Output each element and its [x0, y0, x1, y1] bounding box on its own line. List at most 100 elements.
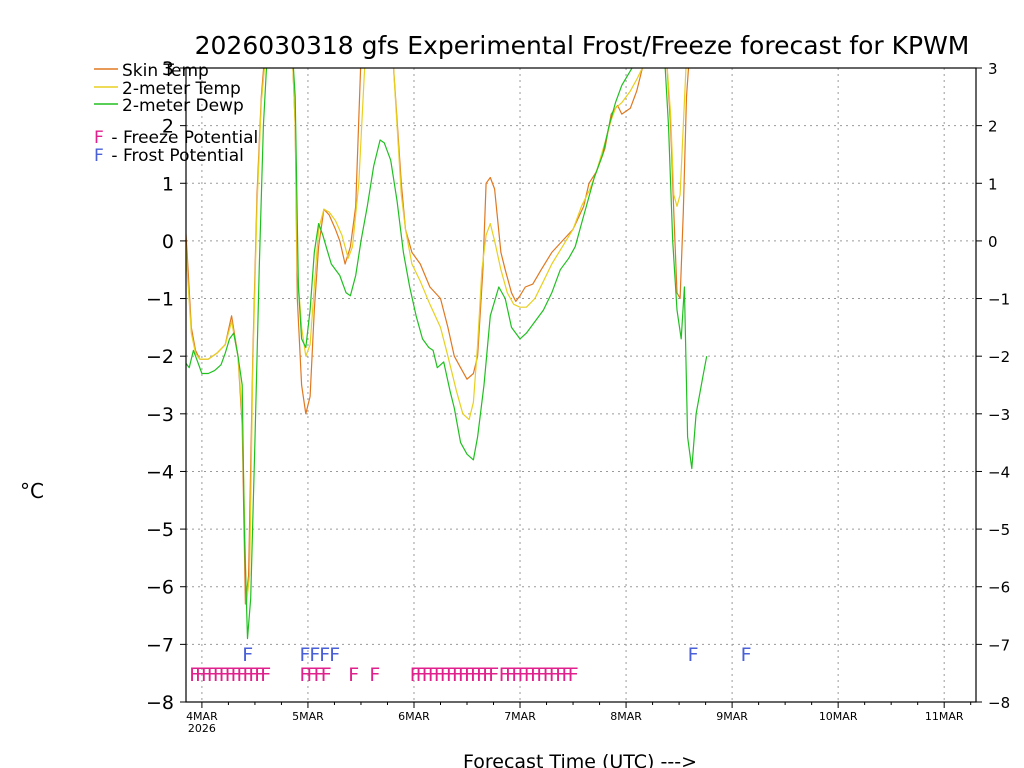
frost-potential-mark: F [741, 644, 752, 666]
freeze-potential-mark: F [219, 664, 230, 686]
y-tick-label-right: 3 [988, 60, 998, 78]
legend-label-skin-temp: Skin Temp [122, 61, 209, 81]
y-tick-label-right: 0 [988, 233, 998, 251]
y-tick-label-left: −4 [146, 461, 174, 483]
freeze-potential-mark: F [207, 664, 218, 686]
freeze-potential-mark: F [511, 664, 522, 686]
y-tick-label-right: −7 [988, 636, 1010, 654]
y-tick-label-left: −8 [146, 692, 174, 714]
freeze-potential-mark: F [231, 664, 242, 686]
freeze-potential-mark: F [428, 664, 439, 686]
freeze-potential-mark: F [555, 664, 566, 686]
freeze-potential-mark: F [499, 664, 510, 686]
freeze-potential-mark: F [416, 664, 427, 686]
y-axis-left: −8 −7 −6 −5 −4 −3 −2 −1 0 1 2 3 [146, 58, 186, 714]
freeze-potential-mark: F [543, 664, 554, 686]
series-line-2-meter-dewp [186, 68, 708, 640]
freeze-potential-mark: F [314, 664, 325, 686]
x-tick-label: 6MAR [398, 710, 430, 723]
y-tick-label-left: −3 [146, 404, 174, 426]
y-tick-label-right: −1 [988, 291, 1010, 309]
freeze-potential-mark: F [530, 664, 541, 686]
freeze-potential-mark: F [213, 664, 224, 686]
legend-frost-symbol: F [94, 146, 104, 166]
y-tick-label-left: 3 [162, 58, 174, 80]
freeze-potential-mark: F [243, 664, 254, 686]
x-tick-label: 7MAR [504, 710, 536, 723]
y-tick-label-right: −2 [988, 348, 1010, 366]
freeze-potential-mark: F [300, 664, 311, 686]
x-axis-label: Forecast Time (UTC) ---> [463, 751, 697, 768]
freeze-potential-mark: F [248, 664, 259, 686]
freeze-potential-mark: F [568, 664, 579, 686]
y-tick-label-left: −2 [146, 346, 174, 368]
y-tick-label-right: −3 [988, 406, 1010, 424]
freeze-potential-mark: F [189, 664, 200, 686]
y-axis-label: °C [20, 479, 44, 503]
freeze-potential-mark: F [237, 664, 248, 686]
y-tick-label-left: 0 [162, 231, 174, 253]
legend-freeze-label: - Freeze Potential [106, 128, 258, 148]
x-tick-sublabel: 2026 [188, 722, 216, 735]
frost-potential-mark: F [300, 644, 311, 666]
y-tick-label-right: 2 [988, 118, 998, 136]
y-tick-label-right: −6 [988, 579, 1010, 597]
x-tick-label: 5MAR [292, 710, 324, 723]
freeze-potential-mark: F [518, 664, 529, 686]
freeze-potential-mark: F [410, 664, 421, 686]
y-tick-label-left: −5 [146, 519, 174, 541]
freeze-potential-mark: F [254, 664, 265, 686]
freeze-potential-mark: F [195, 664, 206, 686]
y-tick-label-left: −1 [146, 289, 174, 311]
x-tick-label: 10MAR [819, 710, 858, 723]
y-tick-label-left: −6 [146, 577, 174, 599]
freeze-potential-mark: F [470, 664, 481, 686]
freeze-potential-mark: F [440, 664, 451, 686]
frost-potential-mark: F [319, 644, 330, 666]
freeze-potential-mark: F [434, 664, 445, 686]
x-tick-label: 9MAR [716, 710, 748, 723]
y-tick-label-left: 1 [162, 173, 174, 195]
x-tick-label: 4MAR [186, 710, 218, 723]
freeze-potential-mark: F [458, 664, 469, 686]
freeze-potential-mark: F [260, 664, 271, 686]
y-axis-right: −8 −7 −6 −5 −4 −3 −2 −1 0 1 2 3 [976, 60, 1010, 712]
freeze-potential-mark: F [476, 664, 487, 686]
freeze-potential-mark: F [482, 664, 493, 686]
freeze-potential-mark: F [225, 664, 236, 686]
freeze-potential-mark: F [307, 664, 318, 686]
y-tick-label-right: −8 [988, 694, 1010, 712]
freeze-potential-mark: F [452, 664, 463, 686]
freeze-potential-mark: F [524, 664, 535, 686]
freeze-potential-mark: F [505, 664, 516, 686]
y-tick-label-left: −7 [146, 634, 174, 656]
frost-potential-mark: F [309, 644, 320, 666]
freeze-potential-mark: F [549, 664, 560, 686]
y-tick-label-left: 2 [162, 116, 174, 138]
freeze-potential-mark: F [536, 664, 547, 686]
chart-title: 2026030318 gfs Experimental Frost/Freeze… [195, 31, 970, 60]
legend: Skin Temp 2-meter Temp 2-meter Dewp F - … [94, 61, 258, 166]
series-lines [186, 68, 708, 640]
plot-frame [185, 67, 977, 703]
freeze-potential-mark: F [562, 664, 573, 686]
freeze-potential-mark: F [321, 664, 332, 686]
freeze-potential-mark: F [446, 664, 457, 686]
freeze-potential-mark: F [422, 664, 433, 686]
legend-frost-label: - Frost Potential [106, 146, 244, 166]
y-tick-label-right: −5 [988, 521, 1010, 539]
y-tick-label-right: −4 [988, 463, 1010, 481]
freeze-potential-mark: F [488, 664, 499, 686]
frost-potential-mark: F [329, 644, 340, 666]
freeze-potential-mark: F [348, 664, 359, 686]
freeze-potential-mark: F [201, 664, 212, 686]
freeze-potential-mark: F [369, 664, 380, 686]
x-tick-label: 11MAR [925, 710, 964, 723]
x-tick-label: 8MAR [610, 710, 642, 723]
y-tick-label-right: 1 [988, 175, 998, 193]
freeze-potential-mark: F [464, 664, 475, 686]
frost-potential-mark: F [242, 644, 253, 666]
